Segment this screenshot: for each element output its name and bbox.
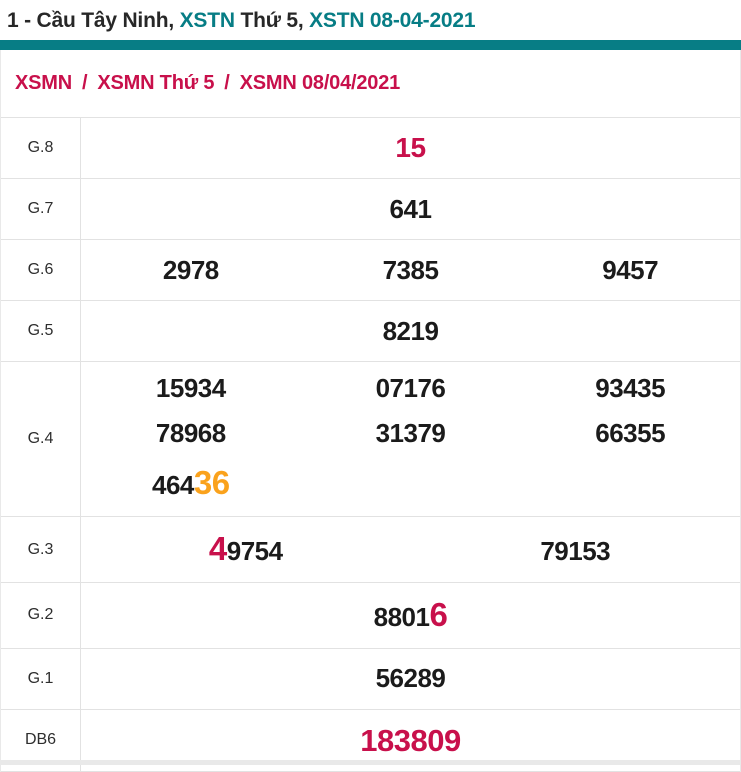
digits: 31379 — [375, 417, 446, 448]
prize-label: G.8 — [1, 118, 81, 178]
prize-label: G.3 — [1, 517, 81, 582]
title-link[interactable]: XSTN — [179, 9, 235, 32]
highlighted-digits: 4 — [208, 530, 227, 568]
digits: 2978 — [162, 254, 219, 285]
breadcrumb-link[interactable]: XSMN — [15, 72, 72, 94]
digits: 9754 — [226, 536, 283, 567]
digits: 8219 — [382, 315, 439, 346]
content-box: XSMN / XSMN Thứ 5 / XSMN 08/04/2021 G.8 15 G.7… — [0, 50, 741, 772]
prize-value: 88016 — [81, 587, 740, 644]
digits: 7385 — [382, 254, 439, 285]
digits: 464 — [152, 470, 194, 501]
breadcrumb: XSMN / XSMN Thứ 5 / XSMN 08/04/2021 — [1, 50, 740, 118]
prize-values: 49754 79153 — [81, 517, 740, 582]
prize-values: 56289 — [81, 649, 740, 709]
prize-row-g7: G.7 641 — [1, 179, 740, 240]
breadcrumb-link[interactable]: XSMN 08/04/2021 — [239, 72, 401, 94]
prize-label: G.2 — [1, 582, 81, 648]
prize-label: G.7 — [1, 179, 81, 239]
prize-value: 79153 — [411, 529, 741, 574]
page-title: 1 - Cầu Tây Ninh, XSTN Thứ 5, XSTN 08-04… — [0, 0, 741, 40]
prize-label: G.1 — [1, 648, 81, 709]
digits: 78968 — [155, 417, 226, 448]
digits: 15934 — [155, 373, 226, 403]
prize-value: 93435 — [520, 366, 740, 411]
teal-divider-bar — [0, 40, 741, 50]
digits: 93435 — [595, 373, 666, 403]
prize-value: 07176 — [301, 366, 521, 411]
prize-value: 15 — [81, 124, 740, 172]
prize-value: 15934 — [81, 366, 301, 411]
title-text: 1 - Cầu Tây Ninh, — [7, 9, 180, 32]
digits: 66355 — [595, 417, 666, 448]
prize-value: 46436 — [81, 455, 301, 512]
prize-values: 88016 — [81, 583, 740, 648]
prize-row-g3: G.3 49754 79153 — [1, 517, 740, 583]
digits: 8801 — [373, 601, 430, 632]
prize-values: 8219 — [81, 301, 740, 361]
prize-value: 2978 — [81, 248, 301, 293]
prize-values: 15934 07176 93435 78968 31379 66355 46436 — [81, 362, 740, 516]
digits: 641 — [389, 193, 432, 224]
prize-value: 66355 — [520, 411, 740, 456]
prize-value: 78968 — [81, 411, 301, 456]
results-table: G.8 15 G.7 641 G.6 2978 7385 9457 G.5 8219 G.4 1593… — [1, 118, 740, 772]
highlighted-digits: 36 — [193, 464, 230, 502]
highlighted-digits: 183809 — [360, 722, 461, 758]
prize-label: G.4 — [1, 362, 81, 517]
prize-label: DB6 — [1, 709, 81, 771]
prize-values: 183809 — [81, 710, 740, 771]
prize-label: G.6 — [1, 240, 81, 300]
digits: 07176 — [375, 373, 446, 403]
prize-row-g4: G.4 15934 07176 93435 78968 31379 66355 46436 — [1, 362, 740, 518]
prize-row-g8: G.8 15 — [1, 118, 740, 179]
prize-value: 183809 — [81, 714, 740, 767]
digits: 79153 — [540, 536, 611, 567]
prize-value: 9457 — [520, 248, 740, 293]
prize-value: 56289 — [81, 656, 740, 701]
prize-values: 15 — [81, 118, 740, 178]
prize-value: 49754 — [81, 521, 411, 578]
prize-label: G.5 — [1, 301, 81, 361]
breadcrumb-separator: / — [81, 72, 88, 94]
highlighted-digits: 6 — [429, 595, 448, 633]
prize-values: 2978 7385 9457 — [81, 240, 740, 300]
prize-row-g1: G.1 56289 — [1, 648, 740, 710]
highlighted-digits: 15 — [395, 131, 426, 163]
prize-value: 31379 — [301, 411, 521, 456]
prize-row-g2: G.2 88016 — [1, 582, 740, 649]
prize-value: 7385 — [301, 248, 521, 293]
prize-values: 641 — [81, 179, 740, 239]
prize-row-g5: G.5 8219 — [1, 301, 740, 362]
title-text: Thứ 5, — [234, 9, 310, 32]
digits: 9457 — [602, 254, 659, 285]
prize-row-g6: G.6 2978 7385 9457 — [1, 240, 740, 301]
breadcrumb-separator: / — [224, 72, 230, 94]
prize-value: 641 — [81, 187, 740, 232]
bottom-divider — [0, 760, 741, 765]
digits: 56289 — [375, 663, 446, 694]
breadcrumb-link[interactable]: XSMN Thứ 5 — [97, 72, 215, 94]
title-link[interactable]: XSTN 08-04-2021 — [309, 9, 476, 32]
prize-value: 8219 — [81, 309, 740, 354]
